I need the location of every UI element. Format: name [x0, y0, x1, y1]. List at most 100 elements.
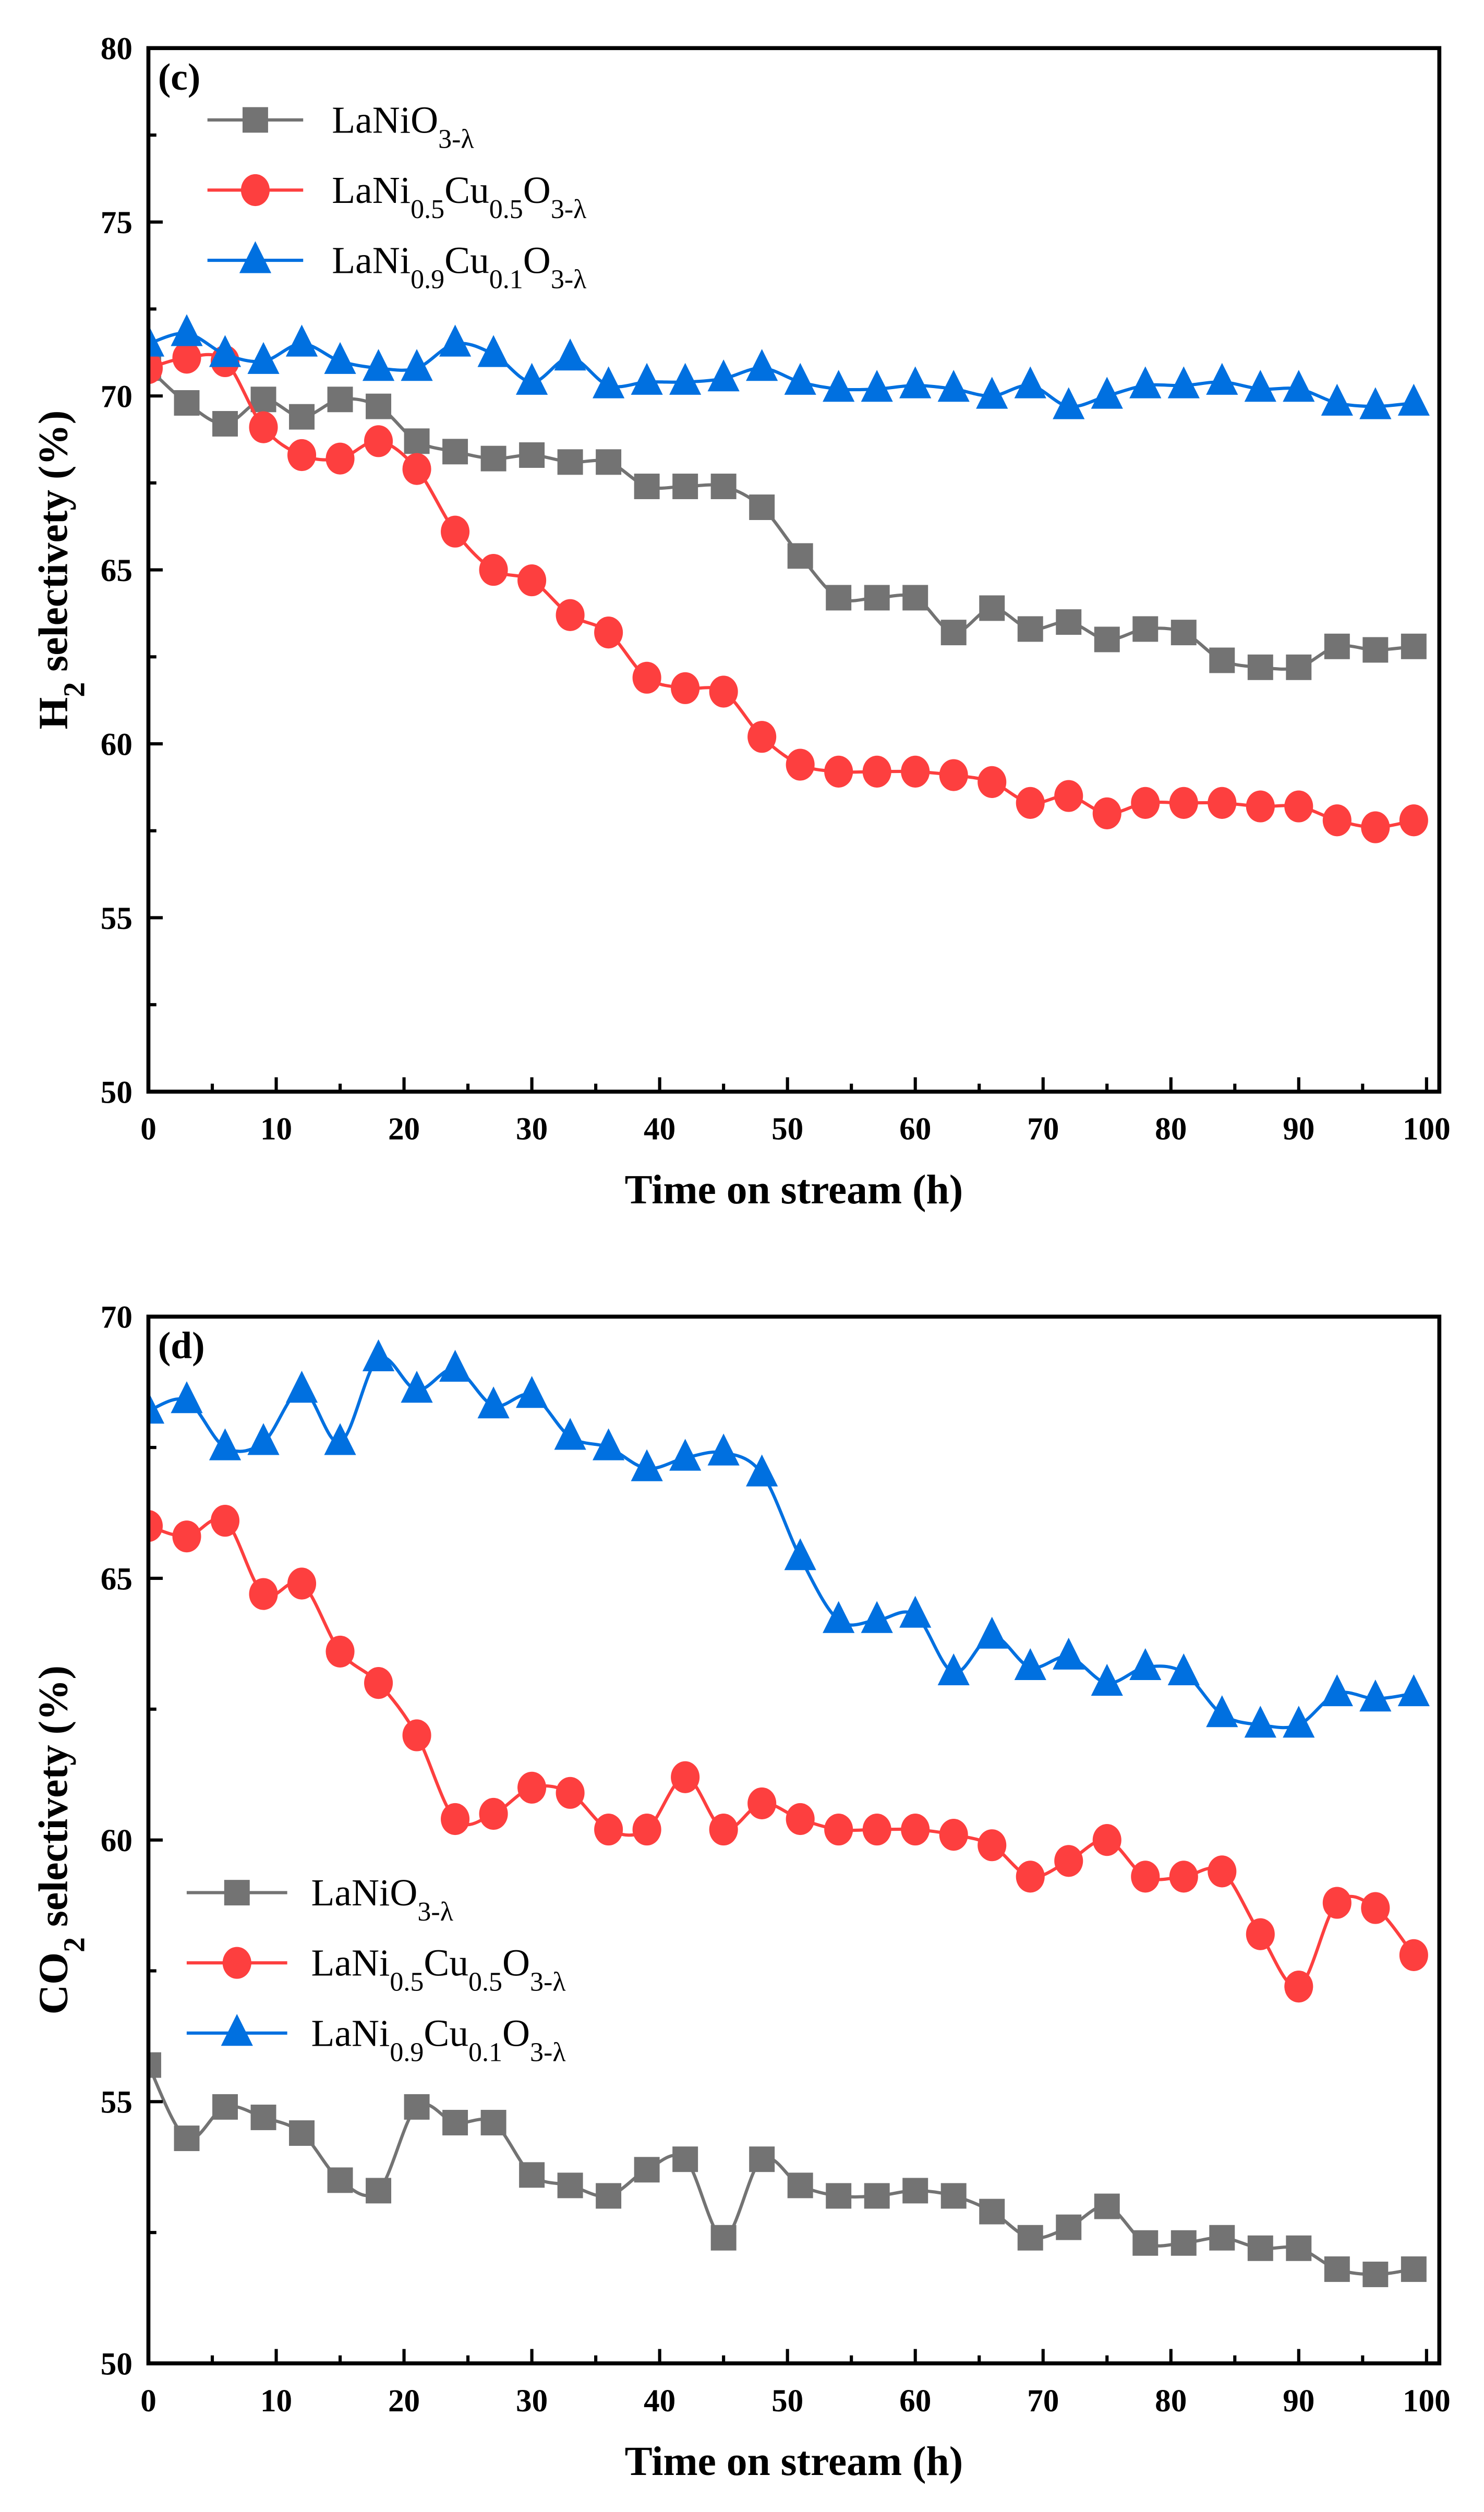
- circle-marker: [1208, 1855, 1237, 1888]
- triangle-marker: [707, 1433, 740, 1466]
- circle-marker: [249, 1578, 278, 1610]
- square-marker: [519, 442, 545, 468]
- square-marker: [596, 2183, 622, 2209]
- square-marker: [1017, 616, 1043, 642]
- x-tick-label: 10: [260, 1112, 292, 1147]
- triangle-marker: [1283, 370, 1315, 402]
- circle-marker: [786, 748, 815, 781]
- triangle-marker: [221, 2014, 253, 2046]
- square-marker: [749, 494, 775, 521]
- triangle-marker: [324, 1423, 356, 1455]
- triangle-marker: [593, 366, 625, 398]
- circle-marker: [1169, 1861, 1198, 1893]
- square-marker: [1247, 654, 1273, 680]
- legend-label: LaNi0.5Cu0.5O3-λ: [311, 1942, 566, 1997]
- triangle-marker: [1167, 366, 1200, 398]
- circle-marker: [556, 1777, 585, 1809]
- y-tick-label: 75: [101, 205, 132, 240]
- circle-marker: [1169, 787, 1198, 819]
- circle-marker: [441, 515, 470, 548]
- square-marker: [1094, 2193, 1120, 2219]
- triangle-marker: [1091, 1663, 1123, 1696]
- circle-marker: [978, 766, 1007, 798]
- triangle-marker: [1244, 1706, 1276, 1738]
- triangle-marker: [861, 370, 893, 402]
- legend-item: LaNi0.5Cu0.5O3-λ: [186, 1942, 566, 1997]
- triangle-marker: [247, 342, 280, 374]
- x-tick-label: 80: [1155, 1112, 1187, 1147]
- circle-marker: [594, 1813, 623, 1846]
- x-tick-label: 80: [1155, 2383, 1187, 2419]
- x-tick-label: 60: [899, 2383, 931, 2419]
- legend-label: LaNi0.9Cu0.1O3-λ: [311, 2012, 566, 2067]
- triangle-marker: [899, 366, 932, 398]
- circle-marker: [1284, 1971, 1313, 2003]
- triangle-marker: [148, 324, 165, 357]
- circle-marker: [671, 1761, 700, 1793]
- square-marker: [634, 474, 660, 499]
- square-marker: [1362, 2261, 1389, 2287]
- triangle-marker: [707, 359, 740, 392]
- square-marker: [174, 390, 200, 416]
- circle-marker: [517, 564, 547, 597]
- square-marker: [902, 2178, 928, 2204]
- subscript: 3-λ: [551, 194, 587, 224]
- y-tick-label: 60: [101, 1823, 132, 1858]
- square-marker: [442, 2110, 468, 2135]
- legend-label: LaNi0.9Cu0.1O3-λ: [332, 239, 586, 295]
- square-marker: [366, 393, 392, 419]
- y-tick-label: 65: [101, 553, 132, 588]
- circle-marker: [1092, 797, 1121, 829]
- y-tick-label: 50: [101, 2346, 132, 2382]
- circle-marker: [709, 1813, 738, 1846]
- square-marker: [1209, 2225, 1235, 2251]
- triangle-marker: [1397, 383, 1430, 416]
- x-tick-label: 0: [140, 1112, 156, 1147]
- circle-marker: [1131, 1861, 1160, 1893]
- chart-co2-selectivity: 0 10 20 30 40 50 60 70 80 90 100 50 55 60 65 70 Time on …: [30, 1300, 1450, 2485]
- triangle-marker: [937, 370, 970, 402]
- square-marker: [1056, 609, 1082, 635]
- y-tick-label: 55: [101, 901, 132, 936]
- circle-marker: [1322, 1887, 1352, 1919]
- circle-marker: [901, 755, 930, 788]
- square-marker: [519, 2162, 545, 2188]
- legend-item: LaNiO3-λ: [186, 1871, 453, 1927]
- text-part: LaNi: [332, 169, 411, 211]
- square-marker: [212, 411, 238, 437]
- triangle-marker: [477, 335, 510, 367]
- text-part: selectivety (%): [30, 410, 76, 682]
- triangle-marker: [746, 349, 778, 381]
- triangle-marker: [1359, 387, 1392, 419]
- x-tick-label: 90: [1283, 1112, 1314, 1147]
- triangle-marker: [899, 1596, 932, 1628]
- plot-area: [148, 1339, 1430, 2287]
- series-line: [148, 1356, 1414, 1730]
- series-line: [148, 367, 1414, 671]
- square-marker: [404, 428, 430, 454]
- square-marker: [557, 449, 583, 475]
- legend-label: LaNiO3-λ: [332, 99, 474, 153]
- square-marker: [148, 2052, 161, 2078]
- legend-label: LaNi0.5Cu0.5O3-λ: [332, 169, 586, 224]
- circle-marker: [402, 453, 431, 485]
- square-marker: [557, 2172, 583, 2199]
- y-tick-label: 70: [101, 1300, 132, 1335]
- text-part: O: [502, 1942, 530, 1984]
- y-tick-label: 80: [101, 31, 132, 67]
- triangle-marker: [401, 1371, 433, 1403]
- x-tick-label: 0: [140, 2383, 156, 2419]
- circle-marker: [747, 1787, 777, 1819]
- triangle-marker: [1129, 1648, 1162, 1680]
- circle-marker: [148, 1510, 163, 1542]
- triangle-marker: [285, 1371, 318, 1403]
- subscript: 0.1: [468, 2037, 502, 2067]
- plot-frame: [146, 1314, 1442, 2365]
- square-marker: [327, 2167, 353, 2193]
- square-marker: [1017, 2225, 1043, 2251]
- square-marker: [442, 439, 468, 465]
- x-tick-label: 100: [1403, 2383, 1451, 2419]
- circle-marker: [978, 1829, 1007, 1862]
- plot-area: [148, 314, 1430, 843]
- triangle-marker: [669, 363, 702, 395]
